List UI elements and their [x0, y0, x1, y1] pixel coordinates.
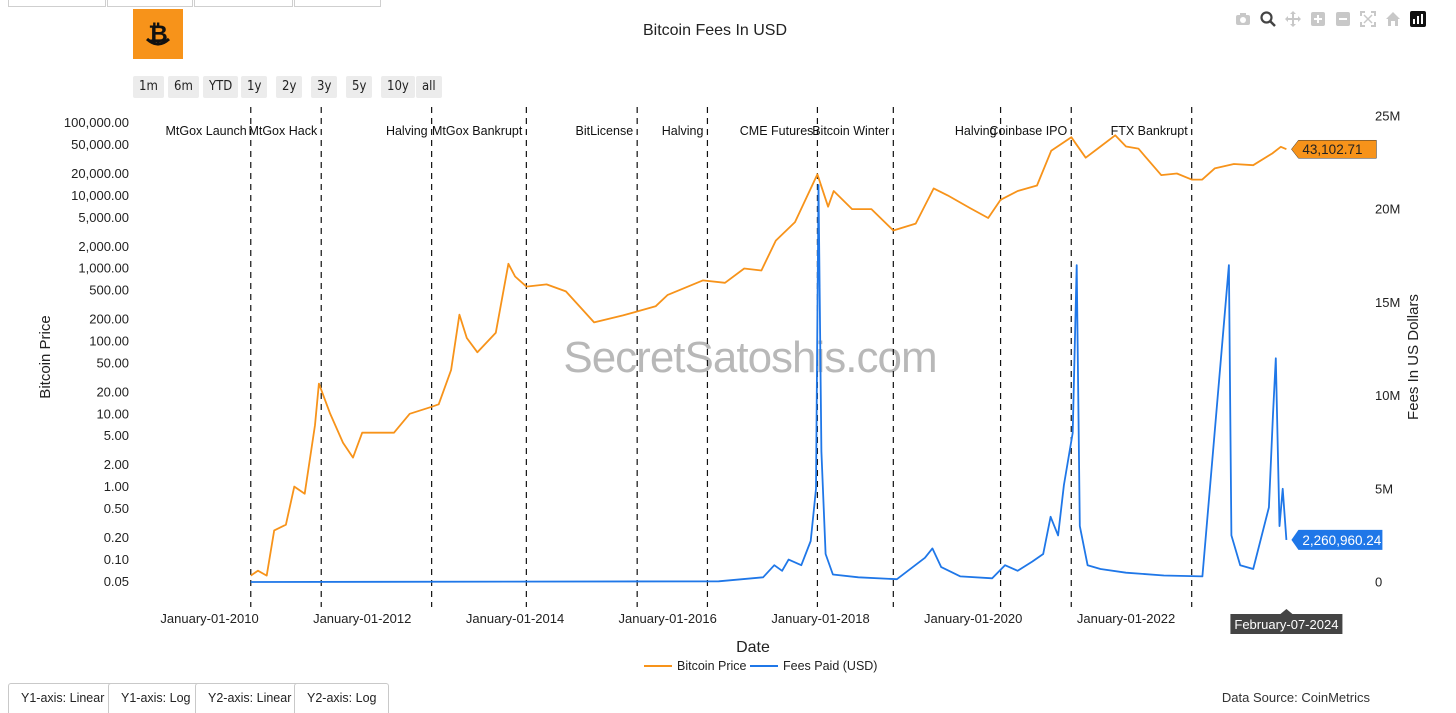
x-axis: January-01-2010 January-01-2012 January-01… [160, 611, 1175, 626]
range-button-all[interactable]: all [416, 76, 442, 98]
y1-tick-label: 0.05 [104, 574, 129, 589]
series-layer [250, 134, 1288, 583]
y1-tick-label: 0.50 [104, 501, 129, 516]
tab-y1-linear[interactable]: Y1-axis: Linear [8, 683, 118, 713]
x-tick-label: January-01-2010 [160, 611, 258, 626]
range-button-6m[interactable]: 6m [168, 76, 199, 98]
btc-last-value-text: 43,102.71 [1302, 142, 1362, 157]
tab-y2-linear[interactable]: Y2-axis: Linear [195, 683, 305, 713]
y1-tick-label: 1,000.00 [78, 261, 129, 276]
x-tick-label: January-01-2014 [466, 611, 564, 626]
btc-price-line [250, 134, 1287, 577]
watermark-text: SecretSatoshis.com [563, 333, 936, 382]
bitcoin-logo: ₿ [133, 9, 183, 59]
event-label: Halving [386, 124, 428, 138]
y2-tick-label: 10M [1375, 388, 1400, 403]
y2-tick-label: 20M [1375, 202, 1400, 217]
fees-line [250, 184, 1288, 583]
bitcoin-smile-icon: ₿ [145, 21, 171, 48]
legend-label-bitcoin-price: Bitcoin Price [677, 659, 747, 673]
legend-item-bitcoin-price[interactable]: Bitcoin Price [644, 659, 747, 673]
y2-tick-label: 5M [1375, 481, 1393, 496]
y1-tick-label: 2.00 [104, 457, 129, 472]
svg-text:₿: ₿ [148, 21, 168, 48]
x-tick-label: January-01-2016 [619, 611, 717, 626]
reset-home-icon[interactable] [1384, 11, 1401, 28]
event-markers: MtGox Launch MtGox Hack Halving MtGox Bankr… [165, 107, 1193, 607]
range-button-ytd[interactable]: YTD [203, 76, 239, 98]
x-axis-title: Date [736, 639, 770, 656]
event-label: Halving [955, 124, 997, 138]
modebar [1234, 10, 1426, 28]
y1-tick-label: 20,000.00 [71, 166, 129, 181]
y2-axis: 0 5M 10M 15M 20M 25M [1375, 109, 1400, 590]
pan-icon[interactable] [1284, 11, 1301, 28]
event-label: MtGox Launch [165, 124, 246, 138]
range-button-10y[interactable]: 10y [381, 76, 415, 98]
y1-tick-label: 200.00 [89, 312, 129, 327]
y2-tick-label: 15M [1375, 295, 1400, 310]
y2-tick-label: 0 [1375, 575, 1382, 590]
event-label: MtGox Hack [248, 124, 318, 138]
y1-tick-label: 5,000.00 [78, 210, 129, 225]
y1-tick-label: 50,000.00 [71, 137, 129, 152]
x-tick-label: January-01-2012 [313, 611, 411, 626]
data-source-note: Data Source: CoinMetrics [1221, 690, 1370, 705]
y1-tick-label: 0.10 [104, 552, 129, 567]
top-tab-2[interactable] [107, 0, 193, 7]
y1-tick-label: 1.00 [104, 479, 129, 494]
legend-label-fees-paid: Fees Paid (USD) [783, 659, 877, 673]
top-tab-4[interactable] [294, 0, 381, 7]
y1-axis: 0.05 0.10 0.20 0.50 1.00 2.00 5.00 10.00 20.00 50… [64, 115, 129, 589]
y1-tick-label: 100.00 [89, 334, 129, 349]
tab-y2-log[interactable]: Y2-axis: Log [294, 683, 390, 713]
top-tab-1[interactable] [8, 0, 106, 7]
event-label: Coinbase IPO [989, 124, 1067, 138]
zoom-out-icon[interactable] [1334, 11, 1351, 28]
range-button-1y[interactable]: 1y [241, 76, 268, 98]
range-button-2y[interactable]: 2y [276, 76, 303, 98]
zoom-in-icon[interactable] [1309, 11, 1326, 28]
event-label: Bitcoin Winter [812, 124, 889, 138]
y1-tick-label: 100,000.00 [64, 115, 129, 130]
top-tab-3[interactable] [194, 0, 293, 7]
tab-y1-log[interactable]: Y1-axis: Log [108, 683, 204, 713]
range-button-5y[interactable]: 5y [346, 76, 373, 98]
event-label: CME Futures [740, 124, 814, 138]
y1-tick-label: 500.00 [89, 283, 129, 298]
event-label: Halving [662, 124, 704, 138]
event-label: FTX Bankrupt [1111, 124, 1189, 138]
legend-item-fees-paid[interactable]: Fees Paid (USD) [750, 659, 877, 673]
y1-tick-label: 20.00 [96, 384, 129, 399]
btc-last-value-label: 43,102.71 [1291, 139, 1377, 159]
camera-icon[interactable] [1234, 11, 1251, 28]
legend: Bitcoin Price Fees Paid (USD) [644, 659, 877, 673]
y1-tick-label: 10.00 [96, 406, 129, 421]
x-tick-label: January-01-2022 [1077, 611, 1175, 626]
fees-last-value-text: 2,260,960.24 [1302, 533, 1381, 548]
fees-last-value-label: 2,260,960.24 [1291, 529, 1383, 550]
y1-tick-label: 10,000.00 [71, 188, 129, 203]
y1-tick-label: 2,000.00 [78, 239, 129, 254]
range-button-1m[interactable]: 1m [133, 76, 164, 98]
range-button-3y[interactable]: 3y [311, 76, 338, 98]
hover-date-label: February-07-2024 [1230, 609, 1343, 634]
y1-tick-label: 50.00 [96, 355, 129, 370]
y2-axis-title: Fees In US Dollars [1405, 294, 1422, 420]
hover-date-text: February-07-2024 [1234, 617, 1338, 632]
x-tick-label: January-01-2020 [924, 611, 1022, 626]
plotly-logo-icon[interactable] [1409, 11, 1426, 28]
y1-tick-label: 5.00 [104, 428, 129, 443]
zoom-icon[interactable] [1259, 11, 1276, 28]
event-label: MtGox Bankrupt [432, 124, 523, 138]
y2-tick-label: 25M [1375, 109, 1400, 124]
y1-axis-title: Bitcoin Price [37, 315, 54, 398]
x-tick-label: January-01-2018 [771, 611, 869, 626]
autoscale-icon[interactable] [1359, 11, 1376, 28]
y1-tick-label: 0.20 [104, 530, 129, 545]
chart-title: Bitcoin Fees In USD [643, 22, 787, 39]
event-label: BitLicense [575, 124, 633, 138]
